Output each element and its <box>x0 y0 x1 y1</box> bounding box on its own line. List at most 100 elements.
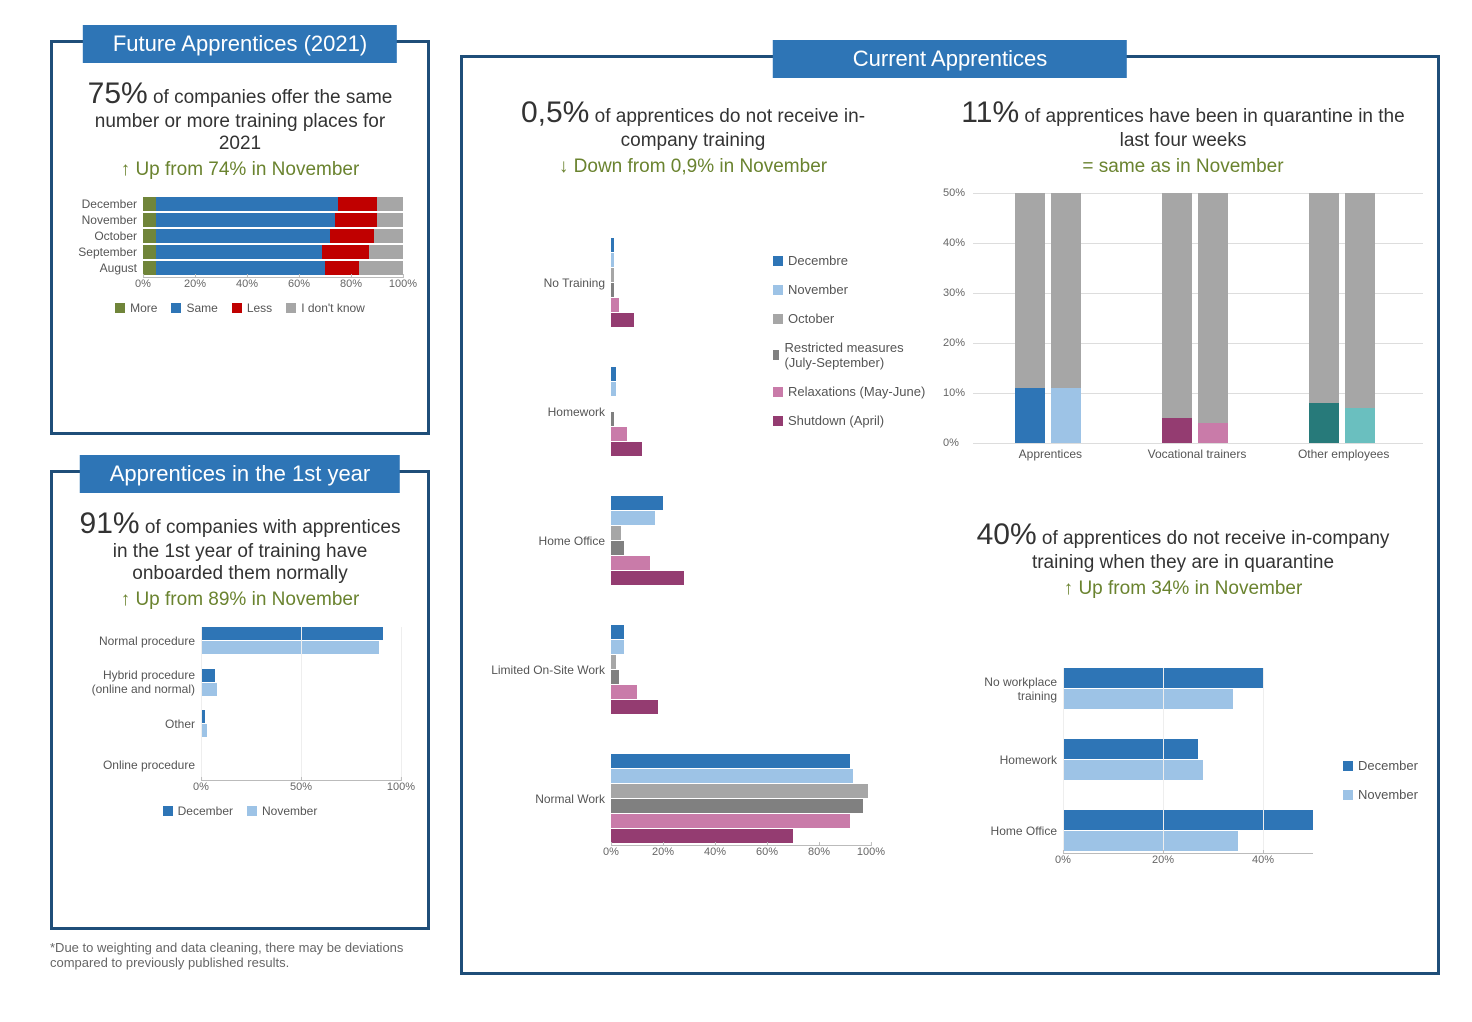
legend-swatch <box>1343 761 1353 771</box>
bar-segment <box>325 261 359 275</box>
axis-tick: 0% <box>193 781 209 793</box>
bar-row: September <box>73 245 407 259</box>
axis-tick: 60% <box>756 846 778 858</box>
stat-change: ↓ Down from 0,9% in November <box>493 156 893 178</box>
bar-segment <box>1015 388 1045 443</box>
bar-segment <box>377 213 403 227</box>
bar-segment <box>611 625 624 639</box>
legend-item: December <box>1343 758 1418 773</box>
stat-block-a: 0,5% of apprentices do not receive in-co… <box>473 86 913 184</box>
bar-segment <box>1309 193 1339 403</box>
bar-row: October <box>73 229 407 243</box>
bar-segment <box>611 814 850 828</box>
legend-swatch <box>1343 790 1353 800</box>
bar-row: December <box>73 197 407 211</box>
bar-segment <box>611 754 850 768</box>
x-axis: 0%50%100% <box>201 780 401 798</box>
legend-label: More <box>130 301 157 315</box>
legend-swatch <box>171 303 181 313</box>
bar-segment <box>611 313 634 327</box>
bar-segment <box>611 670 619 684</box>
bar-segment <box>1063 689 1233 709</box>
bar-segment <box>374 229 403 243</box>
chart-legend: DecembreNovemberOctoberRestricted measur… <box>773 253 928 442</box>
legend-item: I don't know <box>286 301 365 315</box>
bar-segment <box>611 511 655 525</box>
axis-tick: 20% <box>184 278 206 290</box>
stat-block-c: 40% of apprentices do not receive in-com… <box>933 508 1433 606</box>
chart-legend: MoreSameLessI don't know <box>73 301 407 315</box>
bar-track <box>143 229 403 243</box>
bar-segment <box>611 298 619 312</box>
axis-tick: 20% <box>1152 854 1174 866</box>
bar-segment <box>338 197 377 211</box>
bar-row: August <box>73 261 407 275</box>
bar-row: Normal Work <box>483 754 913 843</box>
axis-tick: 60% <box>288 278 310 290</box>
bar-segment <box>611 769 853 783</box>
axis-tick: 40% <box>704 846 726 858</box>
bar-segment <box>201 669 215 682</box>
legend-label: Less <box>247 301 272 315</box>
bar-label: Homework <box>483 405 611 419</box>
bar-label: No workplace training <box>943 675 1063 703</box>
bar-label: No Training <box>483 276 611 290</box>
grid-line <box>201 627 202 780</box>
stat-pct: 0,5% <box>521 96 589 129</box>
x-axis: 0%20%40%60%80%100% <box>611 845 871 863</box>
bar-row: Other <box>71 710 409 737</box>
bar-segment <box>143 213 156 227</box>
bar-segment <box>611 412 614 426</box>
legend-swatch <box>773 314 783 324</box>
bar-segment <box>156 229 330 243</box>
bar-segment <box>611 799 863 813</box>
axis-tick: 80% <box>808 846 830 858</box>
legend-swatch <box>286 303 296 313</box>
bar-segment <box>611 829 793 843</box>
legend-label: December <box>1358 758 1418 773</box>
legend-item: October <box>773 311 928 326</box>
bar-segment <box>1051 193 1081 388</box>
bar-segment <box>1063 739 1198 759</box>
bar-segment <box>611 556 650 570</box>
axis-tick: 0% <box>943 437 959 449</box>
bar-label: November <box>73 213 143 227</box>
axis-label: Vocational trainers <box>1124 447 1271 461</box>
stat-change: ↑ Up from 34% in November <box>953 578 1413 600</box>
stat-pct: 75% <box>88 77 148 110</box>
bar-segment <box>611 268 614 282</box>
bar-label: Other <box>71 717 201 731</box>
bar-label: Hybrid procedure (online and normal) <box>71 668 201 696</box>
bar-track <box>143 197 403 211</box>
legend-swatch <box>773 416 783 426</box>
bar-segment <box>156 261 325 275</box>
bar-segment <box>611 238 614 252</box>
bar-segment <box>1162 418 1192 443</box>
chart-quarantine: 0%10%20%30%40%50%ApprenticesVocational t… <box>943 193 1423 468</box>
panel-current-apprentices: Current Apprentices 0,5% of apprentices … <box>460 55 1440 975</box>
axis-label: Apprentices <box>977 447 1124 461</box>
bar-segment <box>611 700 658 714</box>
bar-segment <box>330 229 374 243</box>
bar-row: Online procedure <box>71 751 409 778</box>
axis-tick: 100% <box>387 781 415 793</box>
column-bar <box>1198 193 1228 443</box>
bar-segment <box>143 229 156 243</box>
axis-tick: 0% <box>135 278 151 290</box>
grid-line <box>1263 668 1264 853</box>
footnote: *Due to weighting and data cleaning, the… <box>50 940 430 970</box>
stat-change: ↑ Up from 89% in November <box>73 589 407 611</box>
panel-title: Apprentices in the 1st year <box>80 455 400 493</box>
bar-segment <box>611 640 624 654</box>
bar-segment <box>611 427 627 441</box>
bar-segment <box>611 442 642 456</box>
legend-item: November <box>773 282 928 297</box>
legend-item: Shutdown (April) <box>773 413 928 428</box>
legend-label: Shutdown (April) <box>788 413 884 428</box>
bar-row: Limited On-Site Work <box>483 625 913 714</box>
bar-segment <box>611 655 616 669</box>
axis-label: Other employees <box>1270 447 1417 461</box>
chart-onboarding: Normal procedureHybrid procedure (online… <box>53 617 427 818</box>
bar-segment <box>1345 193 1375 408</box>
axis-tick: 100% <box>389 278 417 290</box>
